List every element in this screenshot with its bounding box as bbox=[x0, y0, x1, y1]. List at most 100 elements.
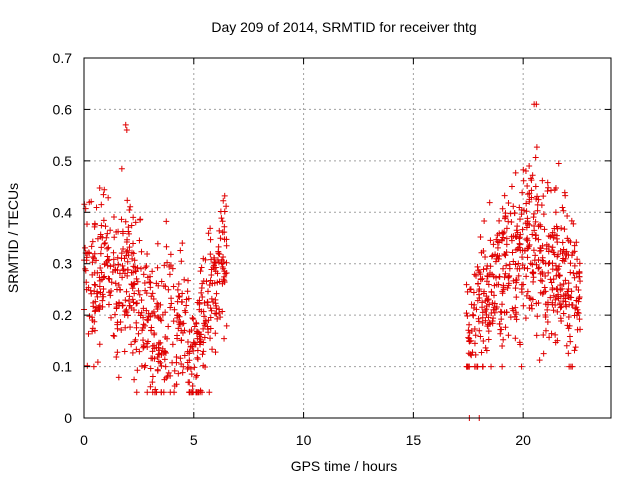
data-point bbox=[548, 330, 555, 337]
data-point bbox=[567, 338, 574, 345]
data-point bbox=[160, 389, 167, 396]
data-point bbox=[129, 285, 136, 292]
data-point bbox=[573, 239, 580, 246]
data-point bbox=[571, 262, 578, 269]
x-axis-label: GPS time / hours bbox=[291, 458, 398, 474]
data-point bbox=[478, 249, 485, 256]
data-point bbox=[568, 217, 575, 224]
data-point bbox=[91, 269, 98, 276]
data-point bbox=[566, 333, 573, 340]
data-point bbox=[163, 218, 170, 225]
data-point bbox=[189, 343, 196, 350]
data-point bbox=[534, 313, 541, 320]
data-point bbox=[174, 332, 181, 339]
data-point bbox=[553, 223, 560, 230]
data-point bbox=[499, 290, 506, 297]
data-point bbox=[175, 312, 182, 319]
data-point bbox=[90, 363, 97, 370]
data-point bbox=[136, 216, 143, 223]
data-point bbox=[207, 251, 214, 258]
data-point bbox=[140, 344, 147, 351]
data-point bbox=[483, 278, 490, 285]
data-point bbox=[122, 308, 129, 315]
data-point bbox=[532, 183, 539, 190]
data-point bbox=[488, 363, 495, 370]
data-point bbox=[508, 183, 515, 190]
data-point bbox=[498, 316, 505, 323]
data-point bbox=[542, 313, 549, 320]
data-point bbox=[163, 243, 170, 250]
data-point bbox=[563, 342, 570, 349]
data-point bbox=[554, 308, 561, 315]
data-point bbox=[479, 314, 486, 321]
data-point bbox=[526, 221, 533, 228]
data-point bbox=[93, 257, 100, 264]
data-point bbox=[542, 327, 549, 334]
data-point bbox=[206, 389, 213, 396]
data-point bbox=[536, 264, 543, 271]
data-point bbox=[221, 223, 228, 230]
data-point bbox=[149, 268, 156, 275]
data-point bbox=[150, 296, 157, 303]
data-point bbox=[207, 277, 214, 284]
data-point bbox=[475, 267, 482, 274]
data-point bbox=[522, 315, 529, 322]
data-point bbox=[464, 313, 471, 320]
data-point bbox=[513, 311, 520, 318]
data-point bbox=[545, 184, 552, 191]
data-point bbox=[516, 204, 523, 211]
data-point bbox=[469, 311, 476, 318]
data-point bbox=[140, 341, 147, 348]
data-point bbox=[539, 257, 546, 264]
data-point bbox=[114, 266, 121, 273]
data-point bbox=[89, 325, 96, 332]
data-point bbox=[221, 192, 228, 199]
data-point bbox=[219, 308, 226, 315]
data-point bbox=[558, 285, 565, 292]
data-point bbox=[489, 252, 496, 259]
data-point bbox=[131, 257, 138, 264]
data-point bbox=[162, 363, 169, 370]
data-point bbox=[104, 253, 111, 260]
data-point bbox=[85, 330, 92, 337]
data-point bbox=[114, 349, 121, 356]
data-point bbox=[125, 224, 132, 231]
data-point bbox=[571, 312, 578, 319]
data-point bbox=[480, 337, 487, 344]
data-points bbox=[81, 101, 584, 421]
data-point bbox=[214, 315, 221, 322]
x-tick-label: 15 bbox=[406, 432, 422, 448]
data-point bbox=[506, 272, 513, 279]
data-point bbox=[208, 266, 215, 273]
data-point bbox=[201, 322, 208, 329]
data-point bbox=[125, 252, 132, 259]
data-point bbox=[100, 285, 107, 292]
data-point bbox=[144, 250, 151, 257]
data-point bbox=[119, 302, 126, 309]
data-point bbox=[494, 244, 501, 251]
data-point bbox=[519, 262, 526, 269]
data-point bbox=[491, 292, 498, 299]
data-point bbox=[221, 236, 228, 243]
data-point bbox=[97, 250, 104, 257]
data-point bbox=[176, 293, 183, 300]
data-point bbox=[102, 223, 109, 230]
data-point bbox=[179, 290, 186, 297]
data-point bbox=[467, 286, 474, 293]
data-point bbox=[467, 351, 474, 358]
data-point bbox=[141, 364, 148, 371]
data-point bbox=[94, 293, 101, 300]
data-point bbox=[505, 199, 512, 206]
data-point bbox=[171, 367, 178, 374]
data-point bbox=[527, 260, 534, 267]
data-point bbox=[512, 169, 519, 176]
data-point bbox=[101, 186, 108, 193]
data-point bbox=[105, 301, 112, 308]
data-point bbox=[560, 255, 567, 262]
data-point bbox=[115, 282, 122, 289]
data-point bbox=[530, 247, 537, 254]
data-point bbox=[198, 285, 205, 292]
data-point bbox=[155, 341, 162, 348]
data-point bbox=[549, 266, 556, 273]
data-point bbox=[114, 254, 121, 261]
